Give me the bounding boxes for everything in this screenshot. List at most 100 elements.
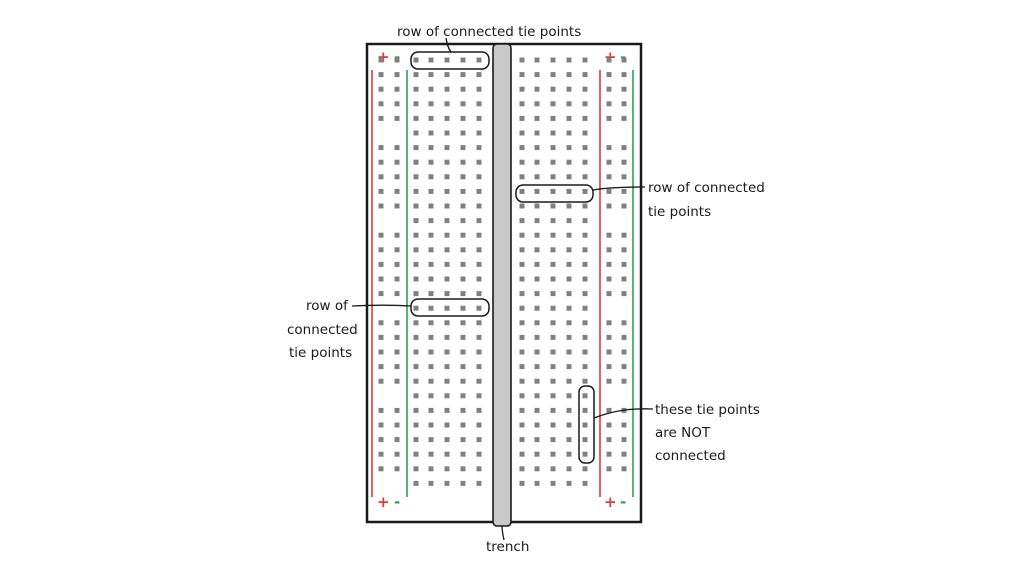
tie-point-hole (550, 159, 556, 165)
tie-point-hole (476, 276, 482, 282)
tie-point-hole (460, 378, 466, 384)
tie-point-hole (460, 203, 466, 209)
tie-point-hole (476, 349, 482, 355)
rail-tie-point-hole (394, 276, 400, 282)
rail-tie-point-hole (378, 422, 384, 428)
tie-point-hole (550, 86, 556, 92)
tie-point-hole (460, 86, 466, 92)
tie-point-hole (582, 72, 588, 78)
tie-point-hole (566, 437, 572, 443)
rail-tie-point-hole (621, 86, 627, 92)
tie-point-hole (428, 188, 434, 194)
tie-point-hole (566, 291, 572, 297)
rail-tie-point-hole (378, 145, 384, 151)
top-row-label: row of connected tie points (397, 24, 581, 40)
tie-point-hole (428, 247, 434, 253)
tie-point-hole (566, 480, 572, 486)
rail-tie-point-hole (621, 422, 627, 428)
tie-point-hole (582, 159, 588, 165)
tie-point-hole (519, 232, 525, 238)
tie-point-hole (460, 174, 466, 180)
tie-point-hole (476, 159, 482, 165)
rail-tie-point-hole (621, 203, 627, 209)
tie-point-hole (519, 422, 525, 428)
tie-point-hole (428, 451, 434, 457)
right-row-label-leader (592, 186, 646, 191)
tie-point-hole (444, 393, 450, 399)
tie-point-hole (460, 291, 466, 297)
rail-tie-point-hole (378, 232, 384, 238)
tie-point-hole (476, 232, 482, 238)
tie-point-hole (413, 145, 419, 151)
tie-point-hole (519, 291, 525, 297)
rail-tie-point-hole (378, 57, 384, 63)
tie-point-hole (460, 364, 466, 370)
tie-point-hole (444, 364, 450, 370)
tie-point-hole (582, 466, 588, 472)
tie-point-hole (550, 393, 556, 399)
rail-tie-point-hole (606, 349, 612, 355)
tie-point-hole (550, 451, 556, 457)
tie-point-hole (444, 101, 450, 107)
tie-point-hole (534, 480, 540, 486)
tie-point-hole (413, 291, 419, 297)
tie-point-hole (534, 261, 540, 267)
tie-point-hole (534, 203, 540, 209)
rail-tie-point-hole (606, 276, 612, 282)
tie-point-hole (519, 320, 525, 326)
trench-label-leader (501, 525, 505, 541)
tie-point-hole (460, 57, 466, 63)
tie-point-hole (428, 218, 434, 224)
tie-point-hole (566, 218, 572, 224)
rail-tie-point-hole (378, 466, 384, 472)
tie-point-hole (460, 305, 466, 311)
tie-point-hole (519, 203, 525, 209)
rail-tie-point-hole (621, 159, 627, 165)
rail-tie-point-hole (378, 174, 384, 180)
tie-point-hole (444, 480, 450, 486)
tie-point-hole (444, 422, 450, 428)
tie-point-hole (534, 57, 540, 63)
not-connected-label-line-3: connected (655, 448, 726, 464)
rail-tie-point-hole (606, 247, 612, 253)
tie-point-hole (519, 188, 525, 194)
column-highlight (578, 385, 595, 464)
tie-point-hole (550, 320, 556, 326)
tie-point-hole (582, 188, 588, 194)
tie-point-hole (534, 218, 540, 224)
tie-point-hole (413, 480, 419, 486)
rail-tie-point-hole (606, 159, 612, 165)
rail-tie-point-hole (378, 247, 384, 253)
tie-point-hole (476, 86, 482, 92)
tie-point-hole (566, 378, 572, 384)
tie-point-hole (428, 291, 434, 297)
tie-point-hole (550, 422, 556, 428)
tie-point-hole (582, 349, 588, 355)
right-row-highlight (515, 184, 594, 203)
rail-tie-point-hole (378, 188, 384, 194)
tie-point-hole (534, 159, 540, 165)
tie-point-hole (413, 378, 419, 384)
tie-point-hole (534, 378, 540, 384)
rail-tie-point-hole (621, 364, 627, 370)
tie-point-hole (413, 276, 419, 282)
rail-tie-point-hole (394, 174, 400, 180)
rail-tie-point-hole (621, 188, 627, 194)
tie-point-hole (566, 232, 572, 238)
rail-tie-point-hole (621, 437, 627, 443)
rail-tie-point-hole (378, 320, 384, 326)
rail-tie-point-hole (621, 466, 627, 472)
rail-tie-point-hole (394, 57, 400, 63)
tie-point-hole (476, 466, 482, 472)
tie-point-hole (413, 203, 419, 209)
rail-tie-point-hole (606, 451, 612, 457)
tie-point-hole (519, 305, 525, 311)
tie-point-hole (428, 72, 434, 78)
tie-point-hole (413, 422, 419, 428)
tie-point-hole (550, 364, 556, 370)
tie-point-hole (534, 451, 540, 457)
tie-point-hole (582, 57, 588, 63)
right-bottom-minus-symbol: - (620, 493, 626, 511)
tie-point-hole (519, 364, 525, 370)
